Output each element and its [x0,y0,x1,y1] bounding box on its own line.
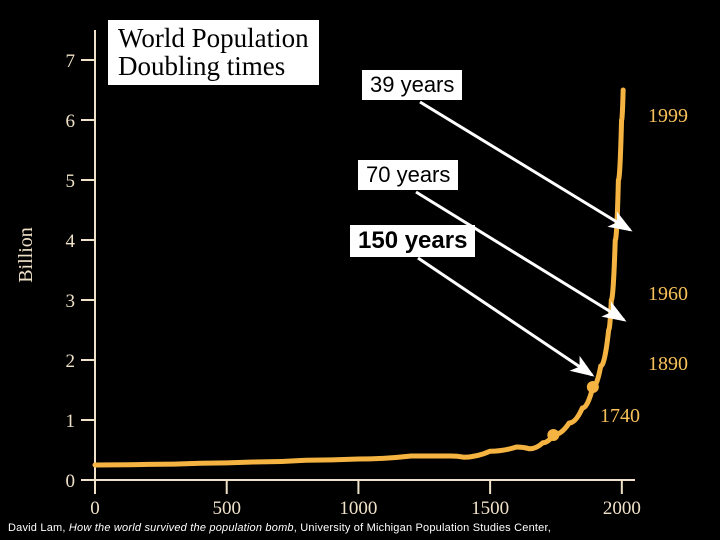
title-line2: Doubling times [118,51,285,81]
x-tick-label: 0 [90,498,100,519]
y-axis-label: Billion [15,227,37,283]
y-tick-label: 1 [66,411,76,432]
doubling-label: 39 years [362,70,462,100]
y-tick-label: 2 [66,351,76,372]
year-callout: 1999 [648,105,688,127]
doubling-label: 150 years [350,225,475,257]
y-tick-label: 4 [66,231,76,252]
y-tick-label: 6 [66,111,76,132]
attribution: David Lam, How the world survived the po… [8,522,551,534]
attribution-prefix: David Lam, [8,522,69,534]
curve-marker [587,381,599,393]
y-tick-label: 5 [66,171,76,192]
doubling-arrow [418,258,592,375]
curve-marker [547,429,559,441]
attribution-suffix: , University of Michigan Population Stud… [294,522,551,534]
y-tick-label: 3 [66,291,76,312]
year-callout: 1890 [648,353,688,375]
x-tick-label: 1500 [471,498,509,519]
x-tick-label: 1000 [339,498,377,519]
x-tick-label: 500 [212,498,241,519]
year-callout: 1960 [648,283,688,305]
doubling-label: 70 years [358,160,458,190]
attribution-italic: How the world survived the population bo… [69,522,294,534]
title-line1: World Population [118,23,309,53]
slide-title: World Population Doubling times [108,20,319,85]
y-tick-label: 7 [66,51,76,72]
population-curve [95,90,623,465]
x-tick-label: 2000 [603,498,641,519]
y-tick-label: 0 [66,471,76,492]
year-callout: 1740 [600,405,640,427]
